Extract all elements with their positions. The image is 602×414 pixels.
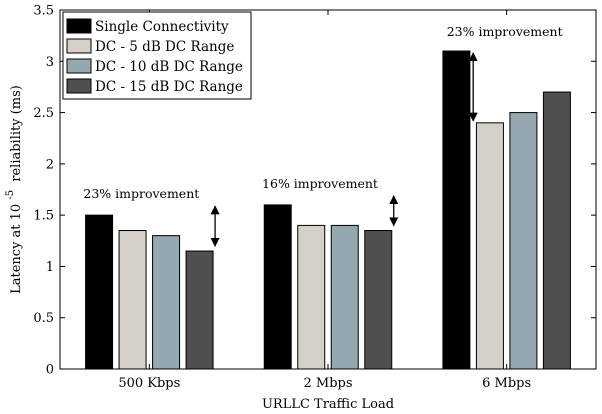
bar bbox=[442, 50, 471, 370]
y-tick-label: 1 bbox=[46, 260, 54, 275]
bar bbox=[475, 122, 504, 370]
legend-swatch bbox=[66, 78, 92, 94]
bar bbox=[364, 230, 393, 370]
legend-swatch bbox=[66, 38, 92, 54]
bar bbox=[263, 204, 292, 370]
legend: Single Connectivity DC - 5 dB DC Range DC … bbox=[62, 11, 252, 100]
bar bbox=[118, 230, 147, 370]
y-axis-label-suffix: reliability (ms) bbox=[9, 85, 24, 182]
bar bbox=[542, 91, 571, 370]
x-axis-label: URLLC Traffic Load bbox=[262, 397, 394, 412]
x-tick-label: 2 Mbps bbox=[303, 376, 352, 391]
y-axis-label: Latency at 10 -5 reliability (ms) bbox=[2, 85, 24, 294]
legend-label: Single Connectivity bbox=[95, 19, 229, 35]
x-tick-label: 500 Kbps bbox=[118, 376, 180, 391]
legend-label: DC - 5 dB DC Range bbox=[95, 39, 234, 55]
y-tick-label: 0 bbox=[46, 363, 54, 378]
y-axis-label-prefix: Latency at 10 bbox=[9, 204, 24, 294]
improvement-label: 23% improvement bbox=[447, 24, 563, 39]
y-tick-label: 2.5 bbox=[33, 106, 54, 121]
y-tick-label: 1.5 bbox=[33, 209, 54, 224]
x-tick-label: 6 Mbps bbox=[482, 376, 531, 391]
annotations-group: 23% improvement 16% improvement 23% improv… bbox=[83, 24, 563, 247]
bars-group bbox=[85, 50, 571, 370]
bar bbox=[85, 214, 114, 370]
y-tick-label: 3 bbox=[46, 55, 54, 70]
bar bbox=[152, 235, 181, 370]
legend-label: DC - 10 dB DC Range bbox=[95, 59, 243, 75]
y-tick-label: 3.5 bbox=[33, 4, 54, 19]
bar bbox=[185, 250, 214, 370]
improvement-label: 16% improvement bbox=[262, 176, 378, 191]
improvement-label: 23% improvement bbox=[83, 186, 199, 201]
legend-box bbox=[62, 11, 252, 100]
legend-label: DC - 15 dB DC Range bbox=[95, 79, 243, 95]
y-tick-label: 2 bbox=[46, 157, 54, 172]
bar bbox=[297, 224, 326, 370]
y-tick-label: 0.5 bbox=[33, 311, 54, 326]
y-axis-label-exponent: -5 bbox=[5, 190, 16, 200]
legend-swatch bbox=[66, 58, 92, 74]
legend-swatch bbox=[66, 18, 92, 34]
bar bbox=[509, 112, 538, 370]
bar bbox=[330, 224, 359, 370]
